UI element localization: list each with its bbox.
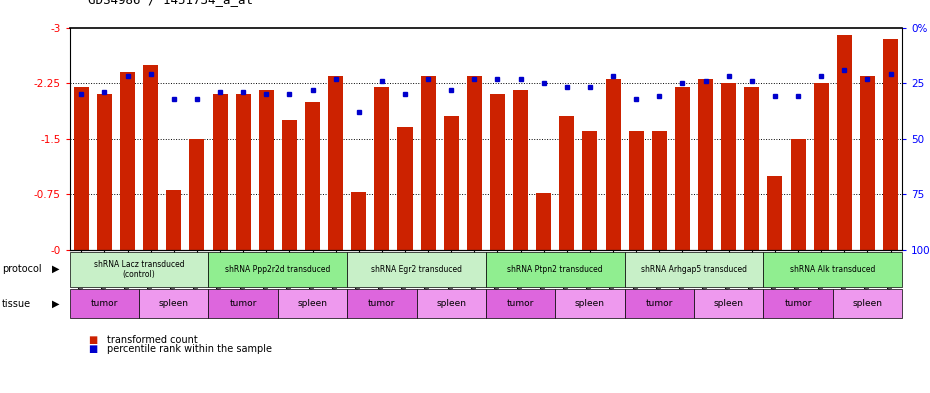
Bar	[143, 64, 158, 250]
Bar	[490, 94, 505, 250]
Bar	[282, 120, 297, 250]
Text: tissue: tissue	[2, 299, 31, 309]
Text: percentile rank within the sample: percentile rank within the sample	[107, 343, 272, 354]
Bar	[537, 193, 551, 250]
Bar	[513, 90, 528, 250]
Text: spleen: spleen	[853, 299, 883, 308]
Text: tumor: tumor	[784, 299, 812, 308]
Bar	[190, 139, 205, 250]
Text: protocol: protocol	[2, 264, 42, 274]
Text: shRNA Ptpn2 transduced: shRNA Ptpn2 transduced	[508, 265, 603, 274]
Text: ■: ■	[88, 343, 98, 354]
Bar	[235, 94, 251, 250]
Text: transformed count: transformed count	[107, 335, 198, 345]
Text: shRNA Ppp2r2d transduced: shRNA Ppp2r2d transduced	[225, 265, 330, 274]
Text: tumor: tumor	[91, 299, 118, 308]
Bar	[166, 190, 181, 250]
Bar	[652, 131, 667, 250]
Bar	[420, 75, 435, 250]
Bar	[721, 83, 737, 250]
Bar	[559, 116, 575, 250]
Text: tumor: tumor	[645, 299, 673, 308]
Text: shRNA Arhgap5 transduced: shRNA Arhgap5 transduced	[641, 265, 747, 274]
Bar	[837, 35, 852, 250]
Bar	[744, 87, 759, 250]
Bar	[883, 39, 898, 250]
Text: tumor: tumor	[368, 299, 395, 308]
Text: ▶: ▶	[52, 299, 60, 309]
Bar	[444, 116, 458, 250]
Text: spleen: spleen	[159, 299, 189, 308]
Text: spleen: spleen	[575, 299, 605, 308]
Text: spleen: spleen	[713, 299, 744, 308]
Bar	[605, 79, 620, 250]
Text: tumor: tumor	[230, 299, 257, 308]
Bar	[259, 90, 273, 250]
Bar	[352, 192, 366, 250]
Bar	[328, 75, 343, 250]
Bar	[698, 79, 713, 250]
Bar	[582, 131, 597, 250]
Bar	[120, 72, 135, 250]
Bar	[213, 94, 228, 250]
Bar	[790, 139, 805, 250]
Bar	[375, 87, 390, 250]
Text: GDS4986 / 1451734_a_at: GDS4986 / 1451734_a_at	[88, 0, 253, 6]
Text: tumor: tumor	[507, 299, 535, 308]
Bar	[814, 83, 829, 250]
Text: spleen: spleen	[436, 299, 466, 308]
Bar	[767, 176, 782, 250]
Text: shRNA Lacz transduced
(control): shRNA Lacz transduced (control)	[94, 259, 184, 279]
Text: spleen: spleen	[298, 299, 327, 308]
Bar	[629, 131, 644, 250]
Bar	[397, 127, 413, 250]
Bar	[675, 87, 690, 250]
Bar	[860, 75, 875, 250]
Text: ▶: ▶	[52, 264, 60, 274]
Text: ■: ■	[88, 335, 98, 345]
Text: shRNA Egr2 transduced: shRNA Egr2 transduced	[371, 265, 462, 274]
Text: shRNA Alk transduced: shRNA Alk transduced	[790, 265, 875, 274]
Bar	[467, 75, 482, 250]
Bar	[97, 94, 112, 250]
Bar	[305, 101, 320, 250]
Bar	[73, 87, 89, 250]
